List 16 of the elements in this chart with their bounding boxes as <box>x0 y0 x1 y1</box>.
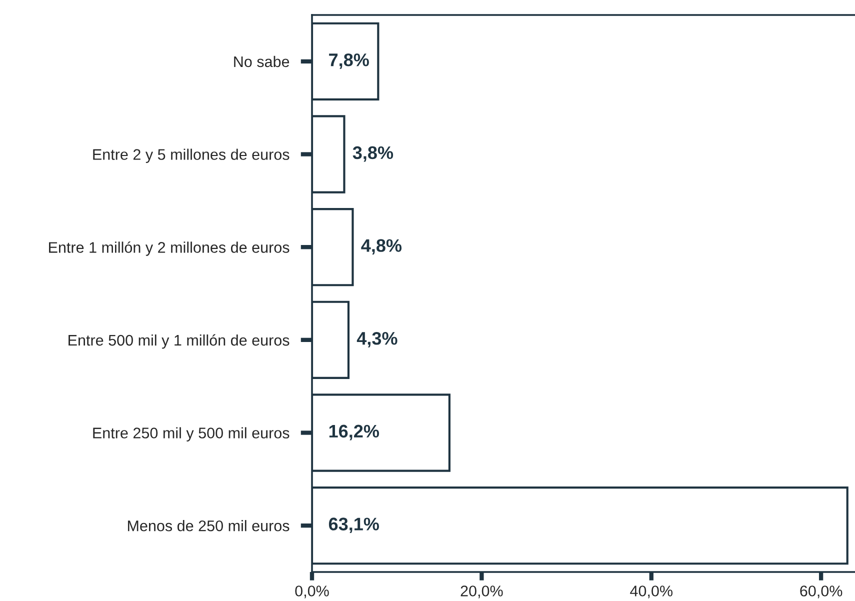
x-tick-label: 60,0% <box>800 586 842 598</box>
y-tick-label: Entre 2 y 5 millones de euros <box>93 148 290 163</box>
y-tick-label: Entre 250 mil y 500 mil euros <box>93 427 290 442</box>
x-tick-label: 20,0% <box>460 586 503 598</box>
y-tick-label: Menos de 250 mil euros <box>128 520 290 532</box>
y-tick-label: Entre 1 millón y 2 millones de euros <box>49 241 290 256</box>
data-label: 7,8% <box>329 53 369 69</box>
x-tick-label: 40,0% <box>630 586 672 598</box>
y-tick-label: No sabe <box>234 56 290 68</box>
data-label: 4,3% <box>356 332 398 348</box>
data-label: 16,2% <box>329 424 380 440</box>
data-label: 3,8% <box>352 146 394 162</box>
x-tick-label: 0,0% <box>295 586 329 598</box>
data-label: 4,8% <box>361 239 402 255</box>
y-tick-label: Entre 500 mil y 1 millón de euros <box>68 334 290 349</box>
data-label: 63,1% <box>328 518 380 534</box>
